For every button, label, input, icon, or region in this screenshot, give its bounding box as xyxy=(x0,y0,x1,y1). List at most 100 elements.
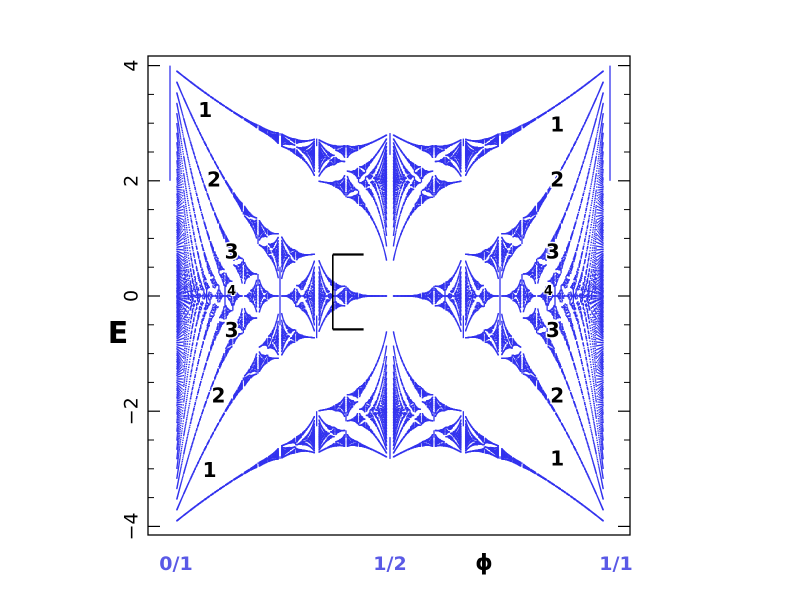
spectrum-point xyxy=(590,137,591,138)
spectrum-point xyxy=(201,415,202,416)
spectrum-point xyxy=(209,152,210,153)
spectrum-point xyxy=(185,359,186,360)
spectrum-point xyxy=(589,425,590,426)
spectrum-point xyxy=(271,341,272,344)
spectrum-point xyxy=(169,66,170,181)
spectrum-point xyxy=(587,416,588,417)
spectrum-point xyxy=(189,359,190,360)
spectrum-point xyxy=(592,271,593,272)
spectrum-point xyxy=(186,351,187,352)
spectrum-point xyxy=(380,216,381,217)
spectrum-point xyxy=(186,361,187,362)
spectrum-point xyxy=(594,167,595,168)
spectrum-point xyxy=(186,397,187,398)
spectrum-point xyxy=(499,296,500,325)
spectrum-point xyxy=(185,258,186,259)
spectrum-point xyxy=(185,322,186,323)
spectrum-point xyxy=(243,117,244,118)
spectrum-point xyxy=(188,346,189,347)
spectrum-point xyxy=(592,234,593,235)
spectrum-point xyxy=(316,316,317,339)
spectrum-point xyxy=(585,212,586,213)
spectrum-point xyxy=(213,160,214,161)
spectrum-point xyxy=(194,257,195,258)
spectrum-point xyxy=(592,417,593,418)
spectrum-point xyxy=(188,181,189,182)
spectrum-point xyxy=(588,373,589,374)
spectrum-point xyxy=(187,459,188,460)
spectrum-point xyxy=(188,255,189,256)
spectrum-point xyxy=(190,256,191,257)
spectrum-point xyxy=(193,440,194,441)
spectrum-point xyxy=(592,320,593,321)
spectrum-point xyxy=(594,262,595,263)
spectrum-point xyxy=(200,208,201,209)
spectrum-point xyxy=(398,386,399,387)
spectrum-point xyxy=(398,396,399,397)
spectrum-point xyxy=(580,204,581,205)
spectrum-point xyxy=(185,144,186,145)
spectrum-point xyxy=(594,405,595,406)
spectrum-point xyxy=(188,260,189,261)
spectrum-point xyxy=(587,367,588,368)
spectrum-point xyxy=(189,140,190,141)
spectrum-point xyxy=(381,383,382,384)
spectrum-point xyxy=(200,383,201,384)
spectrum-point xyxy=(588,195,589,196)
spectrum-point xyxy=(187,313,188,314)
spectrum-point xyxy=(589,325,590,326)
spectrum-point xyxy=(594,186,595,187)
spectrum-point xyxy=(593,254,594,255)
spectrum-point xyxy=(194,154,195,155)
spectrum-point xyxy=(186,271,187,272)
spectrum-point xyxy=(593,401,594,402)
spectrum-point xyxy=(592,250,593,251)
spectrum-point xyxy=(206,289,207,296)
spectrum-point xyxy=(279,296,280,325)
spectrum-point xyxy=(587,200,588,201)
spectrum-point xyxy=(193,340,194,341)
spectrum-point xyxy=(188,321,189,322)
spectrum-point xyxy=(399,237,400,238)
spectrum-point xyxy=(186,438,187,439)
spectrum-point xyxy=(577,180,578,181)
spectrum-point xyxy=(190,335,191,336)
spectrum-point xyxy=(185,391,186,392)
spectrum-point xyxy=(381,207,382,208)
spectrum-point xyxy=(193,385,194,386)
spectrum-point xyxy=(188,134,189,135)
spectrum-point xyxy=(399,354,400,355)
spectrum-point xyxy=(589,401,590,402)
spectrum-point xyxy=(279,133,280,136)
spectrum-point xyxy=(398,383,399,384)
spectrum-point xyxy=(594,204,595,205)
spectrum-point xyxy=(194,354,195,355)
spectrum-point xyxy=(463,139,464,147)
spectrum-point xyxy=(594,147,595,148)
spectrum-point xyxy=(592,461,593,462)
spectrum-point xyxy=(185,270,186,271)
spectrum-point xyxy=(592,413,593,414)
spectrum-point xyxy=(580,357,581,358)
spectrum-point xyxy=(188,364,189,365)
spectrum-point xyxy=(381,396,382,397)
spectrum-point xyxy=(589,166,590,167)
spectrum-point xyxy=(590,260,591,261)
spectrum-point xyxy=(592,438,593,439)
spectrum-point xyxy=(573,445,574,446)
spectrum-point xyxy=(536,259,537,265)
spectrum-point xyxy=(569,390,570,391)
spectrum-point xyxy=(586,230,587,231)
spectrum-point xyxy=(243,259,244,265)
spectrum-point xyxy=(592,132,593,133)
spectrum-point xyxy=(588,292,589,294)
spectrum-point xyxy=(586,206,587,207)
spectrum-point xyxy=(589,359,590,360)
spectrum-point xyxy=(591,181,592,182)
spectrum-point xyxy=(188,352,189,353)
spectrum-point xyxy=(592,346,593,347)
spectrum-point xyxy=(199,233,200,234)
spectrum-point xyxy=(381,372,382,373)
spectrum-point xyxy=(187,132,188,133)
spectrum-point xyxy=(193,150,194,151)
